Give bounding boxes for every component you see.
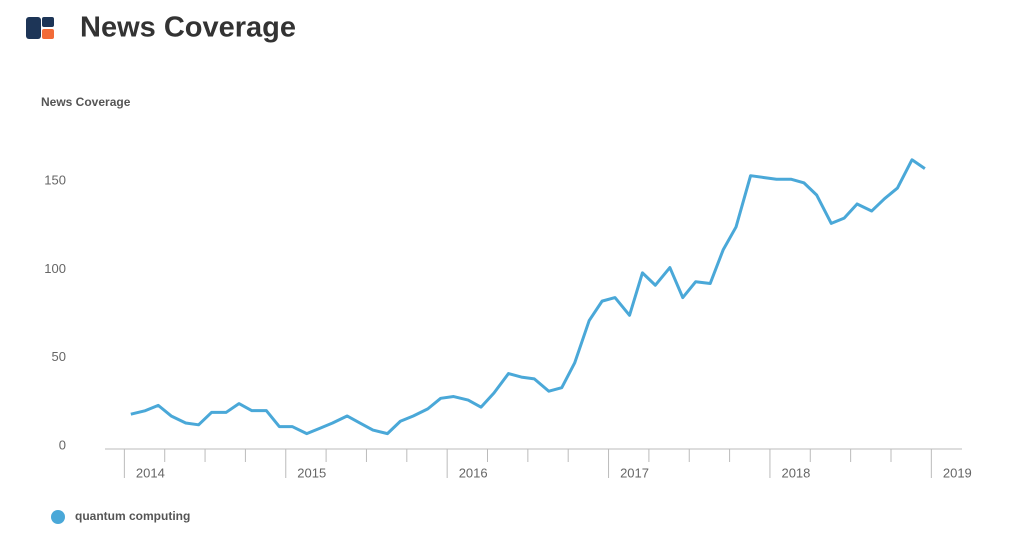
x-tick-label: 2014 (136, 465, 165, 480)
x-tick-label: 2015 (297, 465, 326, 480)
x-tick-label: 2017 (620, 465, 649, 480)
axis-title: News Coverage (41, 95, 131, 109)
legend-label: quantum computing (75, 509, 190, 523)
y-tick-label: 50 (52, 349, 66, 364)
logo-part (42, 29, 54, 39)
x-tick-label: 2019 (943, 465, 972, 480)
x-tick-label: 2018 (781, 465, 810, 480)
line (130, 158, 926, 436)
y-tick-label: 0 (59, 437, 66, 452)
y-tick-label: 150 (44, 172, 66, 187)
x-tick-label: 2016 (459, 465, 488, 480)
logo-part (26, 17, 41, 39)
logo-part (42, 17, 54, 27)
legend-swatch (51, 510, 65, 524)
y-tick-label: 100 (44, 261, 66, 276)
page-title: News Coverage (80, 12, 296, 44)
logo (26, 17, 54, 39)
